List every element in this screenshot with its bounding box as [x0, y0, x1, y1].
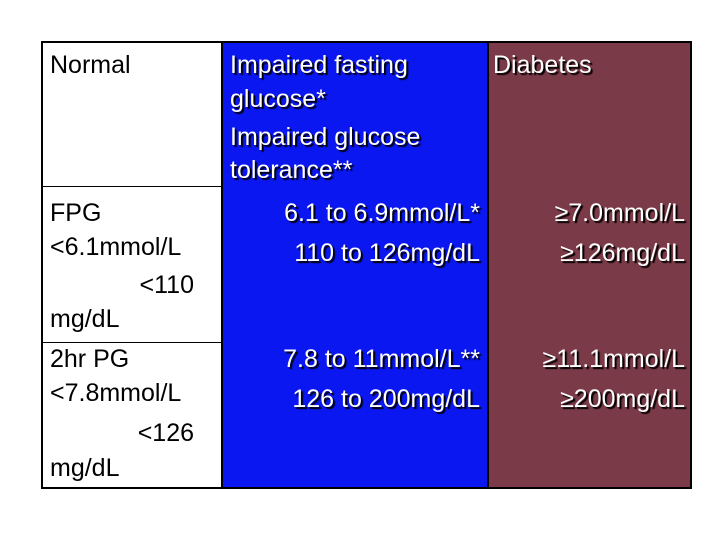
glucose-criteria-table — [41, 41, 692, 489]
pg2hr-diabetes-mg: ≥200mg/dL — [560, 385, 685, 413]
diabetes-column — [489, 43, 690, 487]
row-divider-2hr — [43, 342, 221, 343]
normal-column — [43, 43, 221, 487]
pg2hr-normal-mg-unit: mg/dL — [50, 454, 120, 482]
pg2hr-normal-mg-value: <126 — [137, 419, 194, 447]
fpg-normal-mg-value: <110 — [139, 271, 194, 299]
fpg-diabetes-mmol: ≥7.0mmol/L — [554, 199, 685, 227]
pg2hr-impaired-mg: 126 to 200mg/dL — [292, 385, 480, 413]
fpg-normal-mmol: <6.1mmol/L — [50, 233, 182, 261]
header-ifg-line1: Impaired fasting — [230, 51, 408, 79]
fpg-impaired-mmol: 6.1 to 6.9mmol/L* — [284, 199, 480, 227]
pg2hr-impaired-mmol: 7.8 to 11mmol/L** — [283, 345, 480, 373]
pg2hr-diabetes-mmol: ≥11.1mmol/L — [542, 345, 685, 373]
row-divider-fpg — [43, 186, 221, 187]
fpg-diabetes-mg: ≥126mg/dL — [560, 239, 685, 267]
fpg-normal-mg-unit: mg/dL — [50, 305, 120, 333]
fpg-label: FPG — [50, 199, 102, 227]
pg2hr-label: 2hr PG — [50, 345, 130, 373]
pg2hr-normal-mmol: <7.8mmol/L — [50, 379, 182, 407]
header-igt-line2: tolerance** — [230, 156, 353, 184]
header-normal: Normal — [50, 51, 131, 79]
header-diabetes: Diabetes — [493, 51, 592, 79]
fpg-impaired-mg: 110 to 126mg/dL — [294, 239, 480, 267]
header-igt-line1: Impaired glucose — [230, 123, 421, 151]
header-ifg-line2: glucose* — [230, 85, 326, 113]
impaired-column — [221, 43, 489, 487]
